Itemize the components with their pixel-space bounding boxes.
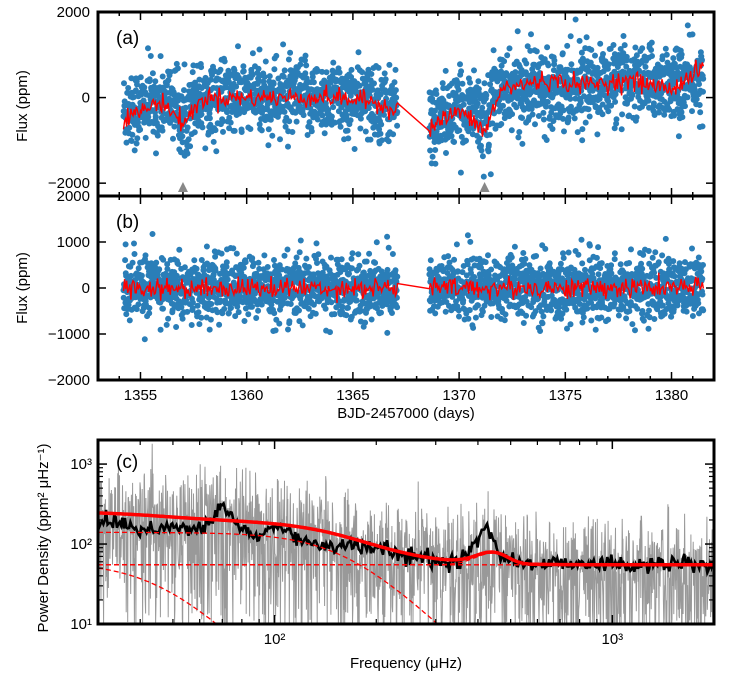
panel-c-ylabel: Power Density (ppm² μHz⁻¹) [35,443,52,632]
panel-b-xtick-label: 1370 [442,387,475,404]
transit-marker-1 [177,182,188,192]
panel-c-xtick-label: 10² [264,631,286,648]
panel-b-label: (b) [116,212,139,233]
panel-b-binned-line [122,272,705,303]
panel-b-xtick-label: 1355 [124,387,157,404]
panel-c-label: (c) [116,452,138,473]
power-spectrum-line [97,443,715,625]
panel-b-xlabel: BJD-2457000 (days) [337,405,475,422]
panel-c-ytick-label: 10¹ [70,616,92,633]
panel-c-xlabel: Frequency (μHz) [350,655,462,672]
panel-b-ytick-label: −1000 [48,326,90,343]
panel-a-label: (a) [116,28,139,49]
background-fit-line [97,511,713,567]
panel-b-xtick-label: 1380 [655,387,688,404]
panel-b-ytick-label: −2000 [48,372,90,389]
panel-b-ylabel: Flux (ppm) [14,252,31,324]
panel-c-frame [96,438,716,626]
panel-a-ylabel: Flux (ppm) [14,70,31,142]
granulation-component-2-line [97,567,235,625]
panel-c: 10¹ 10² 10³ 10² 10³ [70,438,716,648]
panel-a-ytick-label: 0 [82,90,90,107]
panel-c-ytick-label: 10³ [70,456,92,473]
panel-a-binned-line [122,59,705,137]
smoothed-spectrum-line [96,500,714,578]
panel-c-ytick-label: 10² [70,536,92,553]
panel-a: 2000 0 −2000 [48,4,716,198]
panel-b-xtick-label: 1375 [549,387,582,404]
transit-marker-2 [479,182,490,192]
panel-b: 2000 1000 0 −1000 −2000 1355 1360 1365 1370 1375 1… [48,188,716,404]
panel-a-ytick-label: −2000 [48,175,90,192]
panel-b-xtick-label: 1365 [336,387,369,404]
panel-a-ytick-label: 2000 [57,4,90,21]
panel-b-xtick-label: 1360 [230,387,263,404]
panel-b-ytick-label: 0 [82,280,90,297]
panel-b-ytick-label: 1000 [57,234,90,251]
panel-b-ytick-label: 2000 [57,188,90,205]
panel-c-xtick-label: 10³ [601,631,623,648]
granulation-component-1-line [98,531,455,625]
